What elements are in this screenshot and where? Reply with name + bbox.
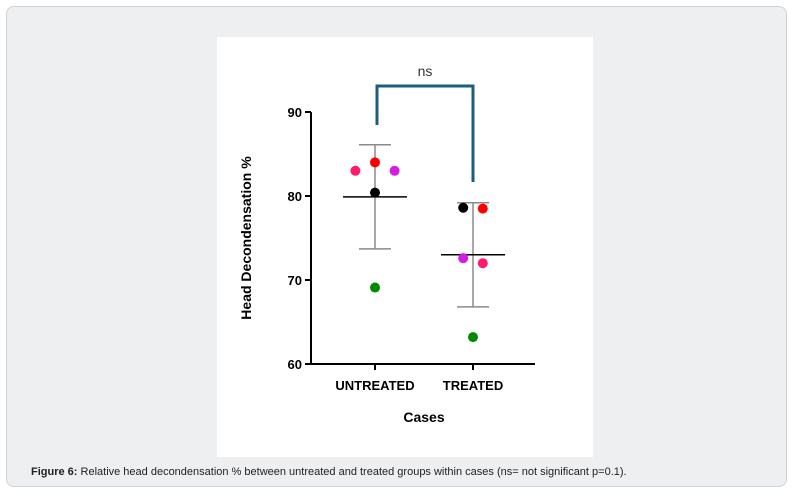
data-point [468,332,478,343]
y-tick-label: 70 [288,273,302,288]
x-tick-label: UNTREATED [335,378,414,393]
x-axis-title: Cases [403,409,444,425]
caption-label: Figure 6: [31,466,78,478]
figure-caption: Figure 6: Relative head decondensation %… [31,466,627,478]
data-point [370,157,380,168]
data-point [370,282,380,293]
data-point [370,187,380,198]
x-tick-label: TREATED [443,378,503,393]
data-point [477,203,488,214]
y-axis-title: Head Decondensation % [238,156,254,320]
significance-label: ns [418,63,433,79]
data-point [389,165,400,176]
y-tick-label: 80 [288,189,302,204]
plot-area: 60 70 80 90 UNTREATED TREATED Cases Head Decond… [217,37,593,457]
significance-bracket [375,84,475,182]
dot-plot-chart: 60 70 80 90 UNTREATED TREATED Cases Head Decond… [238,63,535,425]
data-point [477,258,488,269]
data-point [458,253,469,264]
figure-frame: 60 70 80 90 UNTREATED TREATED Cases Head Decond… [6,6,787,487]
data-point [350,165,361,176]
y-tick-label: 90 [288,105,302,120]
data-point [458,202,469,213]
y-tick-label: 60 [288,357,302,372]
caption-text: Relative head decondensation % between u… [77,466,627,478]
